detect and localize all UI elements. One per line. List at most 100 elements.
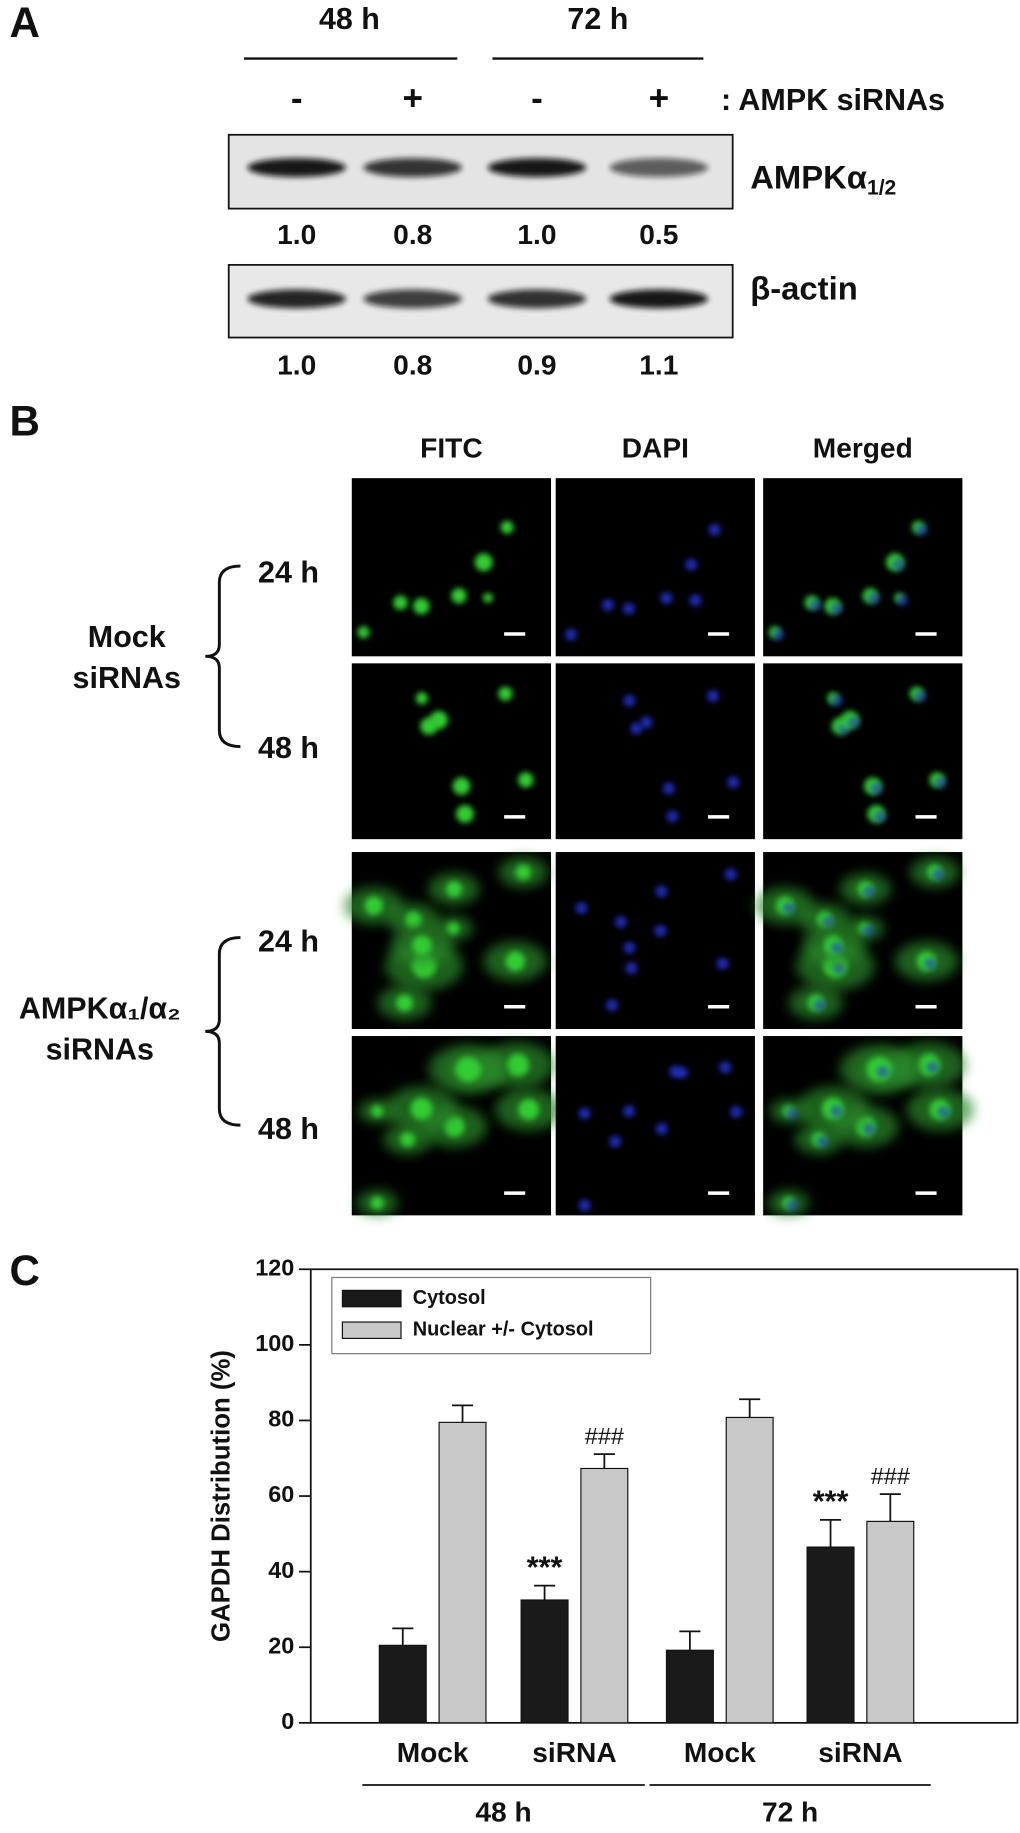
micrograph	[763, 1036, 974, 1217]
fitc-signal	[400, 1131, 416, 1147]
blot-label: AMPKα1/2	[750, 158, 896, 199]
error-bar	[879, 1493, 901, 1522]
micrograph	[351, 1036, 563, 1217]
dapi-signal	[578, 1199, 591, 1212]
fitc-signal	[415, 692, 428, 705]
dapi-signal	[602, 599, 614, 611]
dapi-signal	[786, 1107, 798, 1120]
micrograph-bg	[763, 663, 963, 840]
brace	[205, 936, 241, 1127]
error-bar	[392, 1627, 414, 1646]
x-tick-label: Mock	[397, 1737, 469, 1768]
panel-label: C	[10, 1247, 40, 1294]
dapi-signal	[663, 782, 675, 795]
fitc-signal	[410, 1097, 433, 1120]
fitc-signal	[474, 553, 493, 572]
dapi-signal	[916, 523, 928, 536]
group-label: siRNAs	[46, 1032, 154, 1066]
blot-band	[247, 158, 346, 177]
dapi-signal	[614, 916, 627, 928]
dapi-signal	[786, 1199, 798, 1212]
dapi-signal	[660, 592, 673, 604]
micrograph-bg	[555, 663, 755, 840]
fitc-signal	[518, 1099, 540, 1121]
time-label: 24 h	[258, 925, 319, 959]
dapi-signal	[654, 924, 667, 937]
micrograph	[763, 663, 963, 840]
fitc-signal	[483, 592, 493, 603]
micrograph	[351, 663, 552, 840]
group-label: siRNAs	[73, 661, 181, 695]
y-tick-label: 80	[268, 1406, 294, 1432]
dapi-signal	[863, 885, 875, 898]
dapi-signal	[874, 810, 886, 823]
time-label: 24 h	[258, 555, 319, 589]
column-header: DAPI	[622, 432, 689, 463]
dapi-signal	[863, 1122, 876, 1135]
dapi-signal	[809, 599, 822, 611]
fitc-signal	[452, 777, 471, 795]
dapi-signal	[730, 1106, 742, 1118]
band-value: 0.8	[393, 219, 432, 250]
micrograph-bg	[763, 478, 963, 657]
blot-band	[609, 289, 709, 309]
time-label: 72 h	[567, 2, 628, 36]
dapi-signal	[565, 628, 577, 641]
brace	[205, 564, 241, 749]
fitc-signal	[413, 598, 430, 615]
fitc-signal	[498, 686, 513, 701]
micrograph	[351, 478, 552, 657]
fitc-signal	[370, 1196, 384, 1210]
treatment: -	[291, 79, 303, 118]
micrograph	[763, 478, 963, 657]
fitc-signal	[357, 626, 370, 639]
dapi-signal	[914, 690, 927, 702]
dapi-signal	[669, 1065, 682, 1078]
dapi-signal	[578, 1107, 591, 1120]
fitc-signal	[455, 1056, 480, 1082]
dapi-signal	[575, 902, 588, 914]
y-tick-label: 60	[268, 1481, 294, 1507]
y-tick-label: 0	[281, 1708, 294, 1734]
fitc-signal	[371, 1105, 384, 1118]
dapi-signal	[870, 782, 883, 795]
error-bar	[819, 1518, 842, 1548]
bar	[806, 1546, 855, 1724]
dapi-signal	[816, 1135, 829, 1148]
dapi-signal	[772, 628, 785, 641]
column-header: FITC	[420, 432, 482, 463]
significance: ###	[585, 1423, 624, 1449]
band-value: 0.5	[639, 219, 678, 250]
dapi-signal	[655, 885, 668, 898]
time-label: 48 h	[258, 731, 319, 765]
fitc-signal	[515, 864, 531, 880]
blot-name: AMPKα	[750, 158, 867, 195]
fitc-signal	[445, 881, 463, 898]
group-label: 72 h	[762, 1797, 818, 1828]
dapi-signal	[622, 602, 635, 615]
micrograph	[555, 663, 755, 840]
band-value: 1.1	[639, 349, 678, 380]
fitc-signal	[456, 805, 474, 823]
dapi-signal	[830, 1105, 843, 1117]
dapi-signal	[724, 868, 737, 881]
blot-label: β-actin	[750, 269, 858, 306]
bar	[725, 1416, 774, 1724]
legend-label: Cytosol	[413, 1287, 486, 1309]
y-axis-label: GAPDH Distribution (%)	[208, 1350, 236, 1642]
dapi-signal	[655, 1122, 668, 1135]
fitc-signal	[393, 595, 408, 610]
dapi-signal	[867, 592, 880, 604]
micrograph-bg	[351, 663, 552, 840]
group-label: Mock	[88, 620, 166, 654]
dapi-signal	[822, 916, 835, 928]
dapi-signal	[708, 523, 721, 536]
error-bar	[739, 1398, 761, 1418]
y-tick-label: 120	[255, 1254, 294, 1280]
legend-frame	[331, 1276, 652, 1355]
dapi-signal	[623, 941, 636, 954]
fitc-signal	[446, 922, 460, 935]
blot-band	[609, 158, 709, 177]
dapi-signal	[719, 1061, 732, 1074]
